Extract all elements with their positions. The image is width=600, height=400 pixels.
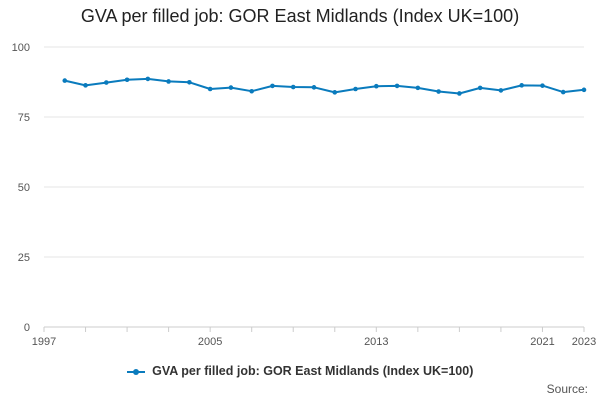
data-point-2018 <box>477 85 483 91</box>
series-layer <box>62 76 587 96</box>
legend-label: GVA per filled job: GOR East Midlands (I… <box>152 364 474 378</box>
y-tick-labels: 0 25 50 75 100 <box>12 42 30 334</box>
x-tick-label-2005: 2005 <box>198 336 222 348</box>
data-point-2014 <box>394 83 400 89</box>
data-point-2008 <box>270 83 275 89</box>
data-point-2001 <box>124 77 130 83</box>
y-tick-label-50: 50 <box>18 182 30 194</box>
data-point-2013 <box>374 83 379 89</box>
data-point-2003 <box>166 79 171 84</box>
x-tick-labels: 1997 2005 2013 2021 2023 <box>32 336 596 348</box>
data-point-2016 <box>436 89 441 94</box>
x-tick-label-2023: 2023 <box>572 336 596 348</box>
data-point-2022 <box>560 89 566 95</box>
data-point-2017 <box>457 91 462 96</box>
axes <box>43 326 585 332</box>
data-point-2009 <box>290 84 296 90</box>
data-point-2020 <box>519 83 524 88</box>
data-point-1998 <box>62 78 68 83</box>
data-point-2006 <box>228 85 234 90</box>
data-point-2015 <box>415 85 421 91</box>
data-point-2007 <box>249 88 254 94</box>
y-tick-label-0: 0 <box>24 322 30 334</box>
data-point-2000 <box>104 80 109 85</box>
data-point-1999 <box>83 83 88 88</box>
legend-swatch <box>126 366 145 378</box>
y-tick-label-75: 75 <box>18 112 30 124</box>
x-tick-label-2021: 2021 <box>530 336 554 348</box>
data-point-2005 <box>207 86 213 92</box>
data-point-2021 <box>540 83 545 88</box>
x-tick-label-1997: 1997 <box>32 336 56 348</box>
series-line-0 <box>64 77 585 95</box>
data-point-2019 <box>498 88 504 93</box>
data-point-2011 <box>332 90 338 95</box>
data-point-2012 <box>353 86 358 92</box>
grid-lines <box>44 46 584 258</box>
data-point-2002 <box>145 76 151 82</box>
y-tick-label-100: 100 <box>12 42 30 54</box>
legend-marker <box>132 368 139 375</box>
y-tick-label-25: 25 <box>18 252 30 264</box>
data-point-2023 <box>581 87 587 93</box>
x-tick-label-2013: 2013 <box>364 336 388 348</box>
chart-title: GVA per filled job: GOR East Midlands (I… <box>80 6 520 26</box>
data-point-2004 <box>187 79 192 85</box>
data-point-2010 <box>311 85 317 90</box>
legend[interactable]: GVA per filled job: GOR East Midlands (I… <box>0 364 600 378</box>
source-label: Source: <box>546 382 588 396</box>
